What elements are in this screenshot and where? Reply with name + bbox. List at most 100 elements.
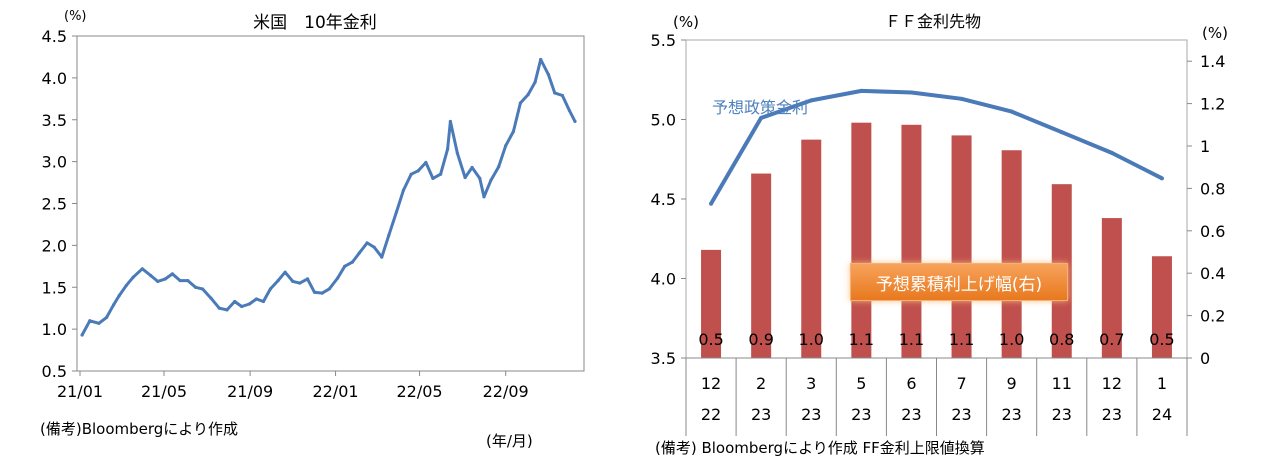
yield-line (80, 58, 577, 336)
yield-point (247, 302, 252, 306)
yield-point (401, 188, 406, 192)
yield-point (553, 91, 557, 95)
yield-point (431, 176, 435, 180)
policy-rate-point (959, 96, 964, 101)
yield-point (448, 119, 452, 124)
yield-point (416, 169, 420, 173)
yield-point (327, 287, 331, 291)
bar-data-label: 1.1 (849, 330, 874, 349)
yield-point (163, 277, 168, 281)
policy-rate-point (709, 201, 714, 206)
y-tick-label: 2.5 (42, 195, 67, 214)
yield-point (504, 144, 508, 148)
yield-point (394, 210, 399, 214)
policy-rate-point (1059, 130, 1064, 135)
policy-rate-point (1009, 109, 1014, 114)
yield-point (217, 306, 221, 310)
yield-point (170, 272, 175, 276)
yield-point (105, 315, 109, 319)
left-y-tick-label: 5.5 (651, 31, 676, 50)
y-unit-label: (%) (64, 9, 87, 24)
yield-point (445, 147, 450, 151)
right-y-tick-label: 1 (1200, 137, 1210, 156)
axes: 5.5 5.0 4.5 4.0 3.5 1.4 1.2 1 0.8 0.6 0.4 0.2 0 (651, 31, 1226, 368)
x-tick-label: 21/01 (57, 382, 103, 401)
policy-rate-point (1109, 150, 1114, 155)
yield-point (200, 287, 205, 291)
yield-point (268, 287, 273, 291)
right-unit-label: (%) (1202, 24, 1228, 42)
left-source-note: (備考)Bloombergにより作成 (40, 420, 239, 438)
x-axis-ticks: 21/01 21/05 21/09 22/01 22/05 22/09 (57, 371, 529, 401)
right-y-tick-label: 0.4 (1200, 264, 1225, 283)
right-y-tick-label: 1.4 (1200, 52, 1225, 71)
hike-bar (1101, 218, 1122, 358)
category-month-label: 11 (1052, 374, 1072, 393)
yield-point (380, 255, 384, 259)
category-month-label: 9 (1007, 374, 1017, 393)
series-label-policy-rate: 予想政策金利 (712, 98, 809, 117)
policy-rate-point (1159, 176, 1164, 181)
yield-point (455, 151, 459, 155)
category-year-label: 22 (701, 405, 721, 424)
y-tick-label: 1.0 (42, 320, 67, 339)
yield-point (240, 304, 244, 309)
chart-title: 米国 10年金利 (253, 13, 377, 33)
right-y-tick-label: 0.6 (1200, 222, 1225, 241)
hike-bar (1001, 150, 1022, 358)
yield-point (291, 279, 295, 283)
yield-point (261, 299, 266, 304)
hike-bar (1151, 256, 1172, 358)
bar-data-label: 1.1 (899, 330, 924, 349)
category-year-label: 23 (751, 405, 771, 424)
category-month-label: 2 (756, 374, 766, 393)
yield-point (124, 283, 128, 288)
yield-point (482, 195, 486, 199)
yield-point (140, 267, 144, 271)
yield-point (233, 299, 237, 304)
bar-data-label: 0.7 (1099, 330, 1124, 349)
yield-point (350, 260, 354, 264)
y-tick-label: 4.5 (42, 27, 67, 46)
policy-rate-point (859, 88, 864, 93)
x-tick-label: 22/01 (312, 382, 358, 401)
yield-point (526, 93, 530, 97)
yield-point (497, 165, 501, 169)
yield-point (560, 93, 564, 98)
y-tick-label: 0.5 (42, 362, 67, 381)
bar-data-label: 0.9 (748, 330, 773, 349)
y-tick-label: 1.5 (42, 278, 67, 297)
yield-point (186, 278, 190, 283)
yield-point (372, 245, 376, 249)
yield-series (80, 57, 577, 337)
left-y-tick-label: 4.0 (651, 270, 676, 289)
right-source-note: (備考) Bloombergにより作成 FF金利上限値換算 (655, 439, 985, 457)
bar-data-label: 1.0 (799, 330, 824, 349)
hike-bar (951, 135, 972, 358)
category-year-label: 23 (851, 405, 871, 424)
yield-point (573, 119, 577, 124)
yield-point (209, 296, 213, 300)
yield-point (225, 308, 229, 312)
cumulative-hike-bars (701, 122, 1172, 359)
yield-point (97, 321, 101, 325)
bar-data-label: 0.5 (1149, 330, 1174, 349)
yield-point (518, 101, 522, 105)
hike-bar (801, 139, 822, 358)
y-tick-label: 2.0 (42, 236, 67, 255)
yield-point (365, 241, 369, 245)
yield-point (298, 281, 302, 285)
yield-point (387, 233, 391, 237)
hike-bar (701, 249, 722, 358)
right-y-tick-label: 0.2 (1200, 307, 1225, 326)
category-month-label: 6 (906, 374, 916, 393)
yield-point (546, 72, 550, 77)
right-y-tick-label: 0 (1200, 349, 1210, 368)
yield-point (131, 275, 135, 279)
yield-point (80, 333, 84, 337)
yield-point (254, 297, 259, 301)
category-month-label: 7 (956, 374, 966, 393)
left-unit-label: (%) (673, 13, 699, 31)
yield-point (470, 165, 474, 170)
